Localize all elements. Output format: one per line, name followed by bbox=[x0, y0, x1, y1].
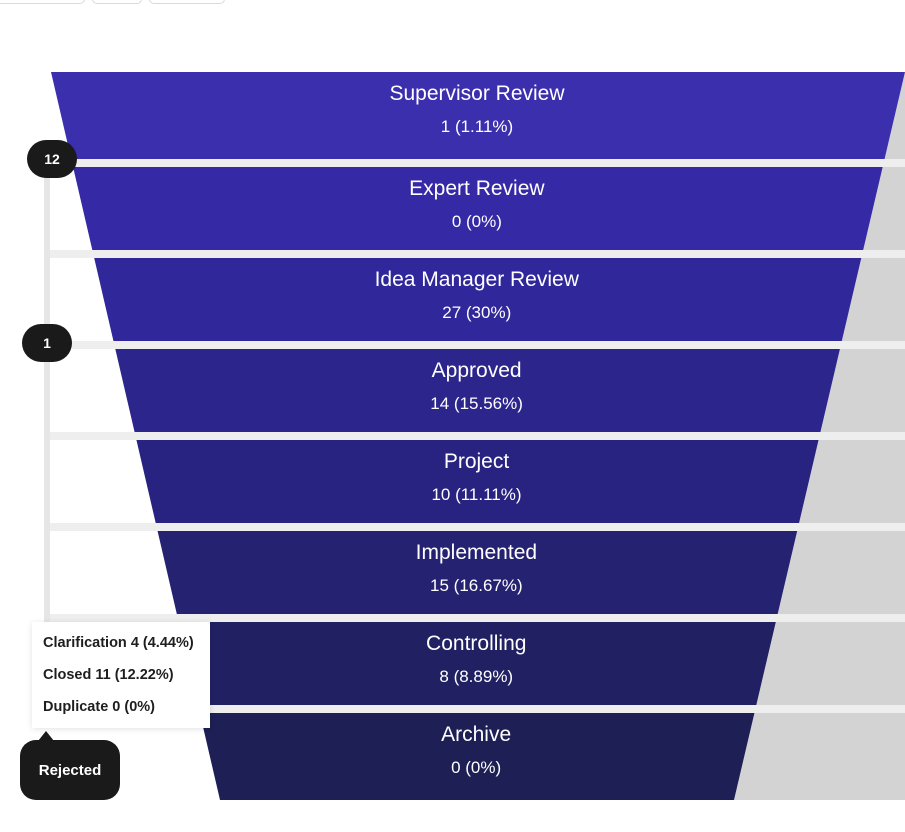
stage-label: Archive bbox=[441, 723, 511, 746]
stage-separator bbox=[48, 250, 905, 258]
rejected-reason-duplicate: Duplicate 0 (0%) bbox=[43, 699, 155, 715]
stage-count-bubble[interactable]: 1 bbox=[22, 324, 72, 362]
stage-value: 0 (0%) bbox=[451, 758, 501, 777]
funnel-stage-idea-manager-review bbox=[94, 258, 862, 341]
rejected-reason-closed: Closed 11 (12.22%) bbox=[43, 667, 174, 683]
stage-separator bbox=[48, 432, 905, 440]
rejected-reason-clarification: Clarification 4 (4.44%) bbox=[43, 635, 194, 651]
stage-value: 0 (0%) bbox=[452, 212, 502, 231]
stage-label: Controlling bbox=[426, 632, 526, 655]
funnel-stage-supervisor-review bbox=[51, 72, 905, 159]
connector-line bbox=[44, 155, 50, 630]
stage-label: Expert Review bbox=[409, 177, 545, 200]
stage-value: 14 (15.56%) bbox=[430, 394, 523, 413]
stage-value: 1 (1.11%) bbox=[441, 117, 513, 136]
funnel-stage-controlling bbox=[178, 622, 776, 705]
rejected-button[interactable]: Rejected bbox=[20, 740, 120, 800]
stage-separator bbox=[48, 614, 905, 622]
stage-separator bbox=[48, 341, 905, 349]
funnel-stage-expert-review bbox=[73, 167, 883, 250]
funnel-stage-archive bbox=[199, 713, 755, 800]
stage-value: 27 (30%) bbox=[442, 303, 511, 322]
stage-value: 10 (11.11%) bbox=[431, 485, 521, 504]
funnel-stage-approved bbox=[115, 349, 840, 432]
rejected-tooltip: Clarification 4 (4.44%) Closed 11 (12.22… bbox=[32, 622, 210, 728]
stage-label: Approved bbox=[432, 359, 522, 382]
stage-separator bbox=[48, 159, 905, 167]
stage-label: Project bbox=[444, 450, 510, 473]
rejected-pointer bbox=[38, 731, 54, 741]
stage-label: Supervisor Review bbox=[389, 82, 565, 105]
stage-value: 8 (8.89%) bbox=[439, 667, 513, 686]
stage-label: Implemented bbox=[416, 541, 537, 564]
stage-separator bbox=[48, 523, 905, 531]
funnel-stage-project bbox=[136, 440, 819, 523]
stage-label: Idea Manager Review bbox=[375, 268, 580, 291]
funnel-stage-implemented bbox=[157, 531, 798, 614]
stage-value: 15 (16.67%) bbox=[430, 576, 523, 595]
stage-count-bubble[interactable]: 12 bbox=[27, 140, 77, 178]
stage-separator bbox=[48, 705, 905, 713]
